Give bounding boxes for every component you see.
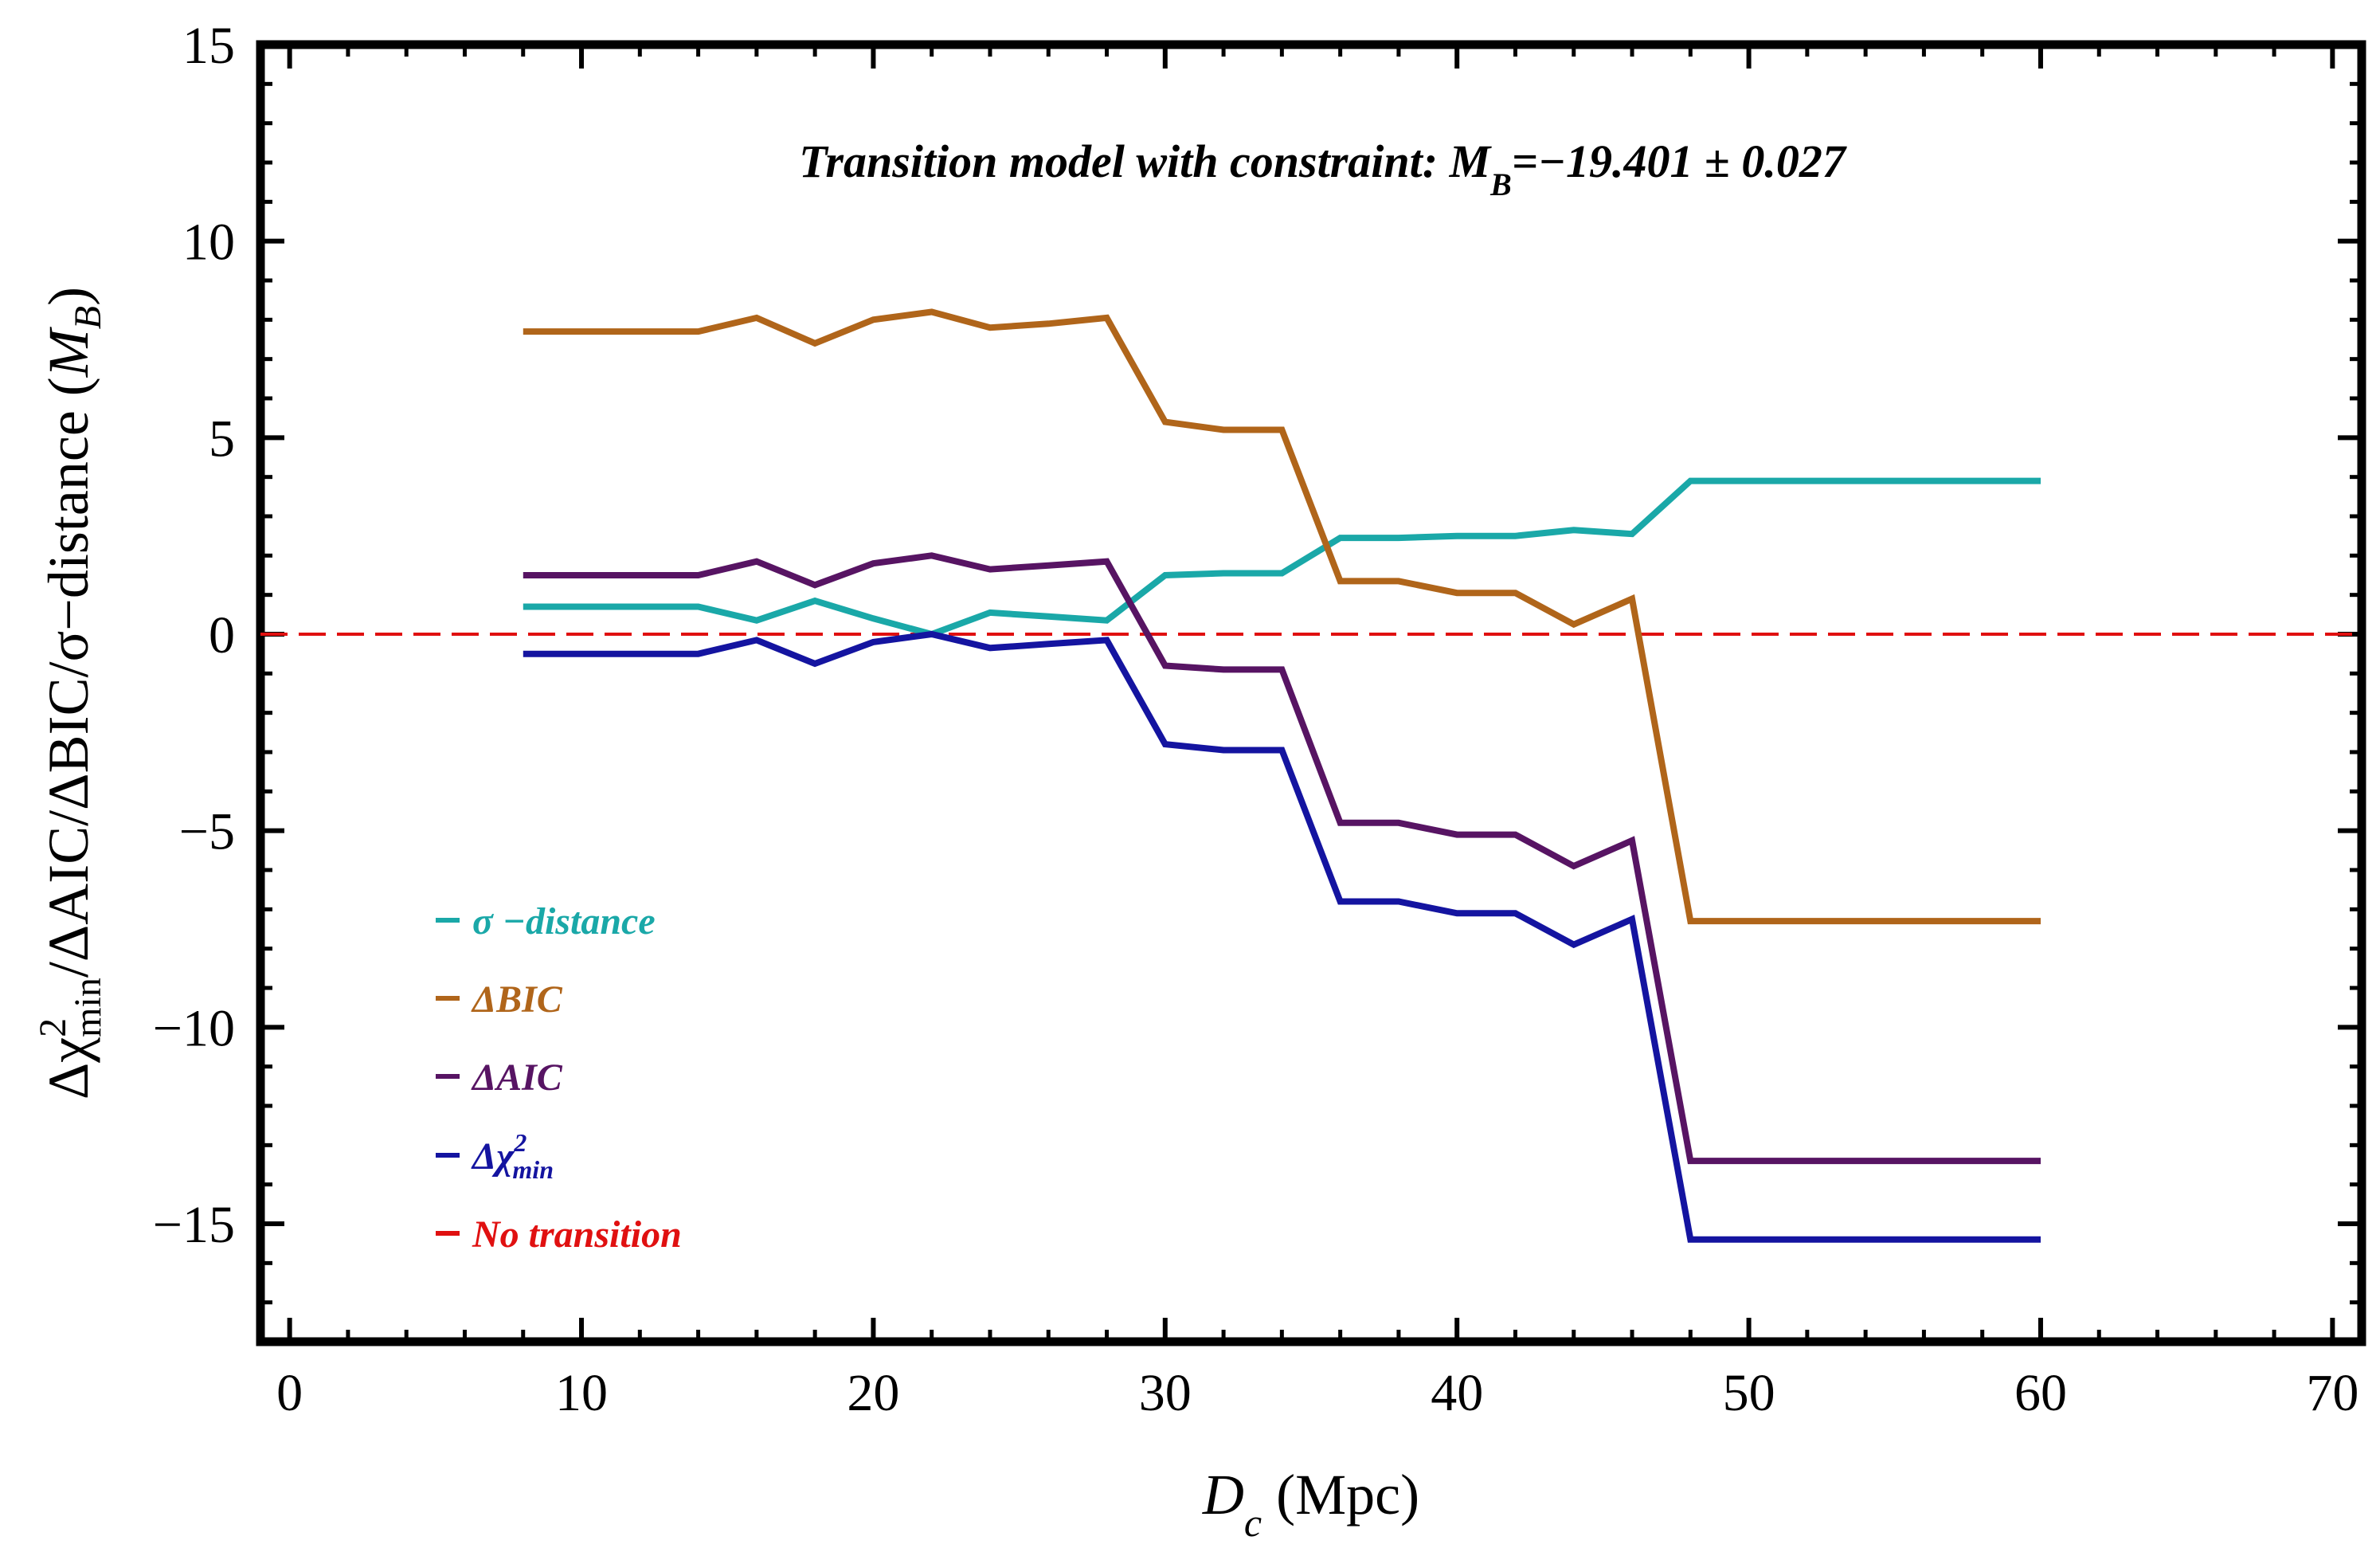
chart-title-subscript: B [1489,167,1512,202]
x-axis-tick-labels: 0 10 20 30 40 50 60 70 [276,1364,2358,1422]
legend-item-delta-aic: ΔAIC [436,1056,563,1099]
y-tick-label: 0 [209,606,235,664]
delta-aic-line [523,552,2041,1165]
y-tick-label: 10 [182,214,235,272]
x-tick-label: 30 [1139,1364,1192,1422]
legend-label-no-transition: No transition [472,1213,682,1256]
plot-frame [256,40,2366,1346]
legend-item-delta-bic: ΔBIC [436,978,563,1021]
legend-label-sub: min [512,1155,554,1184]
y-axis-title: Δχ2min/ΔAIC/ΔBIC/σ−distance (MB) [32,287,109,1099]
y-axis-title-mb-sub: B [67,306,109,329]
x-tick-label: 70 [2306,1364,2358,1422]
y-axis-title-mb: M [37,326,100,378]
x-axis-title-unit: (Mpc) [1262,1463,1419,1527]
legend-label-delta-aic: ΔAIC [471,1056,563,1099]
legend-item-delta-chi2-min: Δχ2 min [436,1128,554,1184]
x-tick-label: 50 [1723,1364,1775,1422]
legend: σ −distance ΔBIC ΔAIC Δχ2 min No transiti… [436,900,682,1256]
y-axis-title-sub: min [67,978,109,1037]
x-tick-label: 0 [276,1364,303,1422]
series-lines [523,308,2041,1243]
legend-label-delta-chi2-min: Δχ2 min [471,1128,554,1184]
x-tick-label: 60 [2014,1364,2067,1422]
chart-title: Transition model with constraint: MB=−19… [799,135,1847,202]
x-axis-ticks [287,45,2335,1342]
x-axis-title: Dc (Mpc) [1202,1463,1419,1545]
legend-label-delta-chi: Δχ [471,1135,515,1178]
chart-title-suffix: =−19.401 ± 0.027 [1512,135,1847,187]
x-tick-label: 10 [555,1364,608,1422]
x-tick-label: 20 [847,1364,899,1422]
x-tick-label: 40 [1431,1364,1483,1422]
y-tick-label: −10 [153,999,235,1057]
x-axis-title-sub: c [1244,1500,1262,1545]
y-axis-title-sup: 2 [32,1018,74,1037]
delta-chi2-min-line [523,630,2041,1243]
sigma-distance-line [523,477,2041,638]
y-axis-title-delta-chi: Δχ [37,1037,100,1099]
legend-label-sup: 2 [513,1128,526,1157]
y-tick-label: −15 [153,1196,235,1254]
y-tick-label: −5 [179,803,235,861]
y-axis-title-close: ) [37,287,100,306]
delta-bic-line [523,308,2041,925]
x-axis-title-var: D [1202,1463,1244,1527]
y-axis-title-rest: /ΔAIC/ΔBIC/σ−distance ( [37,377,100,978]
legend-label-sigma-distance: σ −distance [472,900,656,943]
legend-item-sigma-distance: σ −distance [436,900,656,943]
chart-title-prefix: Transition model with constraint: M [799,135,1492,187]
legend-label-delta-bic: ΔBIC [471,978,563,1021]
y-tick-label: 15 [182,17,235,75]
legend-item-no-transition: No transition [436,1213,682,1256]
y-axis-tick-labels: −15 −10 −5 0 5 10 15 [153,17,235,1254]
y-axis-ticks [260,42,2362,1344]
y-tick-label: 5 [209,410,235,468]
